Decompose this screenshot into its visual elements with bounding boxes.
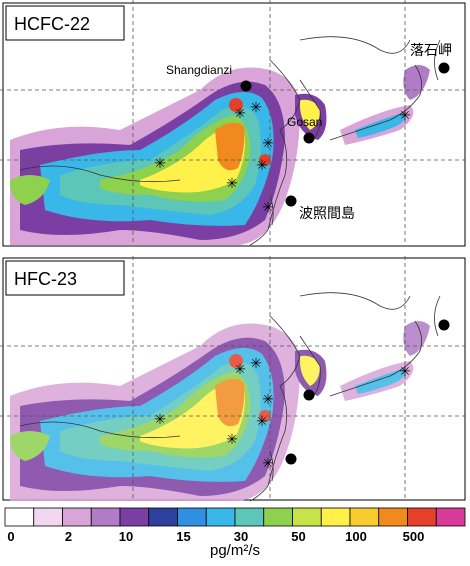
colorbar-swatch: [62, 507, 92, 527]
colorbar-swatch: [119, 507, 150, 527]
label-box: [5, 5, 125, 41]
colorbar-tick-label: 100: [345, 529, 367, 544]
colorbar-swatch: [435, 507, 466, 527]
colorbar-swatch: [263, 507, 293, 527]
colorbar-tick-label: 15: [176, 529, 190, 544]
panel-label: HCFC-22: [14, 14, 90, 34]
colorbar-swatch: [292, 507, 322, 527]
station: [303, 389, 315, 401]
panel-hcfc22: HCFC-22 Shangdianzi Gosan 波照間島 落石岬: [0, 0, 466, 247]
station: [438, 62, 450, 74]
station: [438, 319, 450, 331]
panel-hfc23: HFC-23: [0, 255, 466, 502]
colorbar-swatch: [33, 507, 63, 527]
station-label: 波照間島: [299, 205, 355, 221]
panel-label: HFC-23: [14, 269, 77, 289]
colorbar-unit: pg/m²/s: [210, 542, 260, 559]
label-box: [5, 260, 125, 296]
station-label: Shangdianzi: [166, 63, 232, 77]
station: [285, 195, 297, 207]
station: [285, 453, 297, 465]
colorbar-swatch: [90, 507, 121, 527]
station-label: Gosan: [287, 115, 322, 129]
colorbar-swatch: [320, 507, 351, 527]
colorbar-tick-label: 50: [291, 529, 305, 544]
colorbar-swatch: [4, 507, 35, 527]
colorbar-swatch: [407, 507, 437, 527]
colorbar-tick-label: 10: [119, 529, 133, 544]
colorbar-swatch: [148, 507, 178, 527]
colorbar-swatch: [378, 507, 408, 527]
colorbar-swatch: [205, 507, 236, 527]
colorbar-tick-label: 30: [234, 529, 248, 544]
colorbar-tick-label: 2: [65, 529, 72, 544]
colorbar-tick-label: 500: [403, 529, 425, 544]
colorbar-swatch: [349, 507, 380, 527]
colorbar-swatch: [177, 507, 207, 527]
colorbar-swatch: [234, 507, 265, 527]
colorbar: 0 2 10 15 30 50 100 500: [4, 507, 466, 544]
station-label: 落石岬: [410, 42, 452, 58]
colorbar-tick-label: 0: [7, 529, 14, 544]
station: [303, 132, 315, 144]
station: [240, 80, 252, 92]
